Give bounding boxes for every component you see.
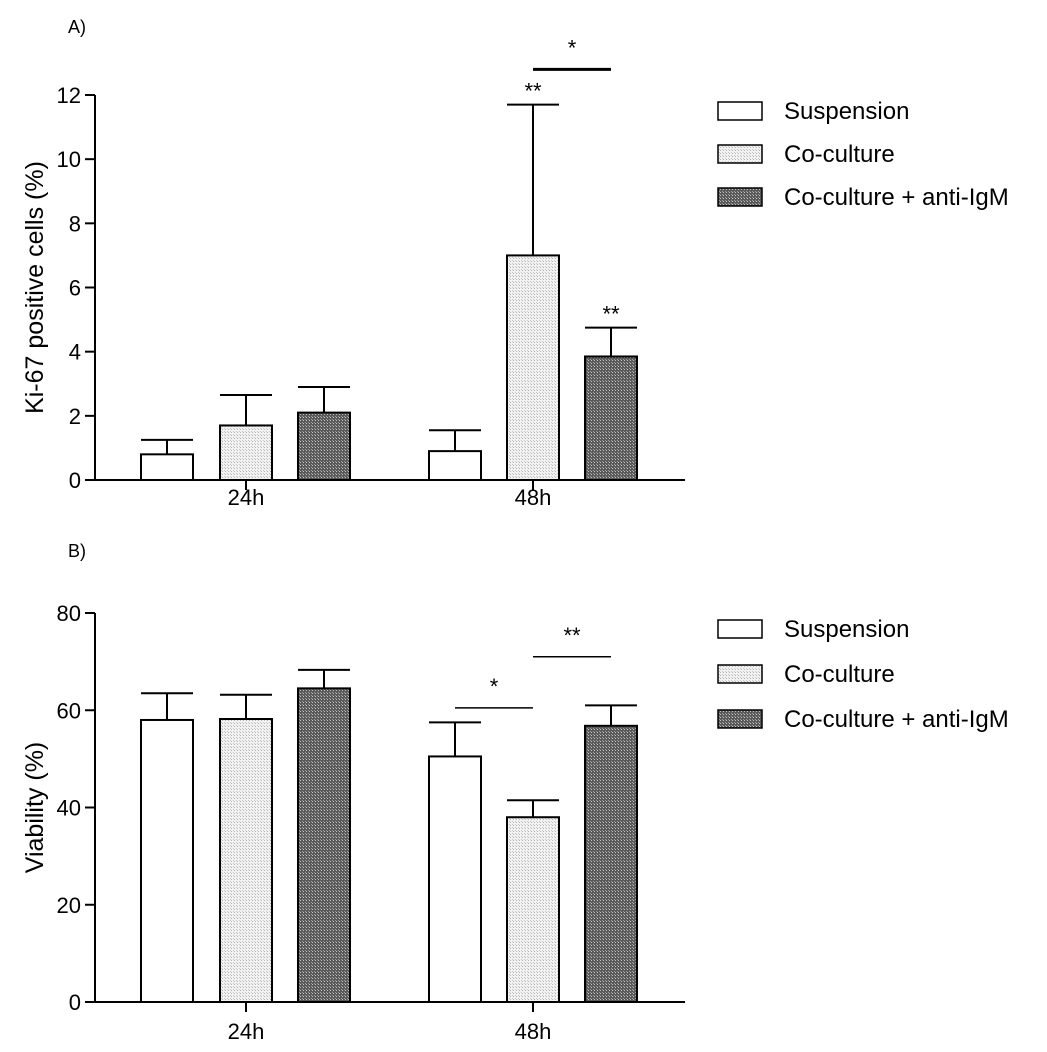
bar-suspension	[140, 718, 194, 1003]
y-tick-label: 0	[69, 468, 81, 493]
legend-label: Co-culture	[784, 141, 895, 168]
legend-label: Co-culture + anti-IgM	[784, 706, 1009, 733]
bar-suspension	[428, 755, 482, 1003]
legend-swatch	[717, 144, 763, 164]
bar-suspension	[428, 450, 482, 481]
x-tick-label: 24h	[228, 1019, 265, 1044]
legend-label: Suspension	[784, 616, 909, 643]
legend-swatch	[717, 187, 763, 207]
y-tick-label: 0	[69, 990, 81, 1015]
y-tick-label: 60	[57, 698, 81, 723]
y-tick-label: 8	[69, 211, 81, 236]
legend-swatch	[717, 709, 763, 729]
y-tick-label: 6	[69, 276, 81, 301]
y-tick-label: 20	[57, 893, 81, 918]
y-axis-label: Ki-67 positive cells (%)	[21, 161, 49, 414]
significance-marker: **	[524, 79, 542, 104]
x-tick-label: 48h	[515, 485, 552, 510]
x-tick-label: 24h	[228, 485, 265, 510]
y-tick-label: 40	[57, 796, 81, 821]
legend-swatch	[717, 664, 763, 684]
legend-label: Suspension	[784, 98, 909, 125]
panel-label: A)	[68, 17, 86, 37]
bar-co-culture-anti-igm	[297, 687, 351, 1004]
bar-co-culture	[219, 424, 273, 482]
panel-label: B)	[68, 541, 86, 561]
significance-marker: *	[568, 35, 577, 60]
y-tick-label: 10	[57, 147, 81, 172]
legend-label: Co-culture + anti-IgM	[784, 184, 1009, 211]
bar-suspension	[140, 453, 194, 482]
legend-swatch	[717, 619, 763, 639]
y-tick-label: 80	[57, 601, 81, 626]
y-tick-label: 2	[69, 404, 81, 429]
bar-co-culture	[506, 254, 560, 481]
bar-co-culture-anti-igm	[297, 411, 351, 481]
bar-co-culture-anti-igm	[584, 724, 638, 1003]
y-tick-label: 12	[57, 83, 81, 108]
significance-marker: *	[490, 674, 499, 699]
y-tick-label: 4	[69, 340, 81, 365]
significance-marker: **	[602, 302, 620, 327]
bar-co-culture	[219, 718, 273, 1003]
y-axis-label: Viability (%)	[21, 742, 49, 874]
legend-swatch	[717, 101, 763, 121]
bar-co-culture	[506, 816, 560, 1003]
significance-marker: **	[563, 623, 581, 648]
legend-label: Co-culture	[784, 661, 895, 688]
bar-co-culture-anti-igm	[584, 355, 638, 481]
x-tick-label: 48h	[515, 1019, 552, 1044]
